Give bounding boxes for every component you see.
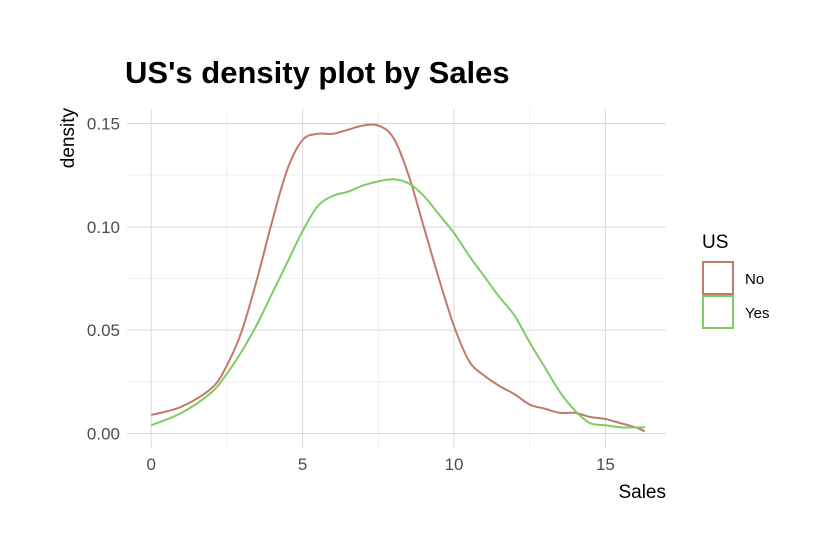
legend-key-no — [702, 261, 734, 295]
x-tick-label: 15 — [596, 455, 615, 474]
grid — [127, 109, 666, 448]
y-axis-title: density — [58, 108, 79, 169]
series-group — [150, 123, 646, 433]
density-line-yes — [150, 178, 645, 429]
x-tick-label: 10 — [445, 455, 464, 474]
x-tick-label: 0 — [146, 455, 155, 474]
y-axis-ticks: 0.00 0.05 0.10 0.15 — [87, 114, 120, 443]
x-axis-ticks: 0 5 10 15 — [146, 455, 614, 474]
y-tick-label: 0.10 — [87, 218, 120, 237]
legend-label-yes: Yes — [745, 305, 769, 322]
density-line-no — [150, 123, 646, 433]
chart-title: US's density plot by Sales — [125, 55, 510, 90]
y-tick-label: 0.15 — [87, 114, 120, 133]
x-axis-title: Sales — [618, 482, 666, 503]
y-tick-label: 0.05 — [87, 321, 120, 340]
x-tick-label: 5 — [298, 455, 307, 474]
legend-label-no: No — [745, 271, 764, 288]
y-tick-label: 0.00 — [87, 425, 120, 444]
legend: US No Yes — [702, 232, 769, 329]
legend-key-yes — [702, 295, 734, 329]
legend-title: US — [702, 232, 728, 253]
